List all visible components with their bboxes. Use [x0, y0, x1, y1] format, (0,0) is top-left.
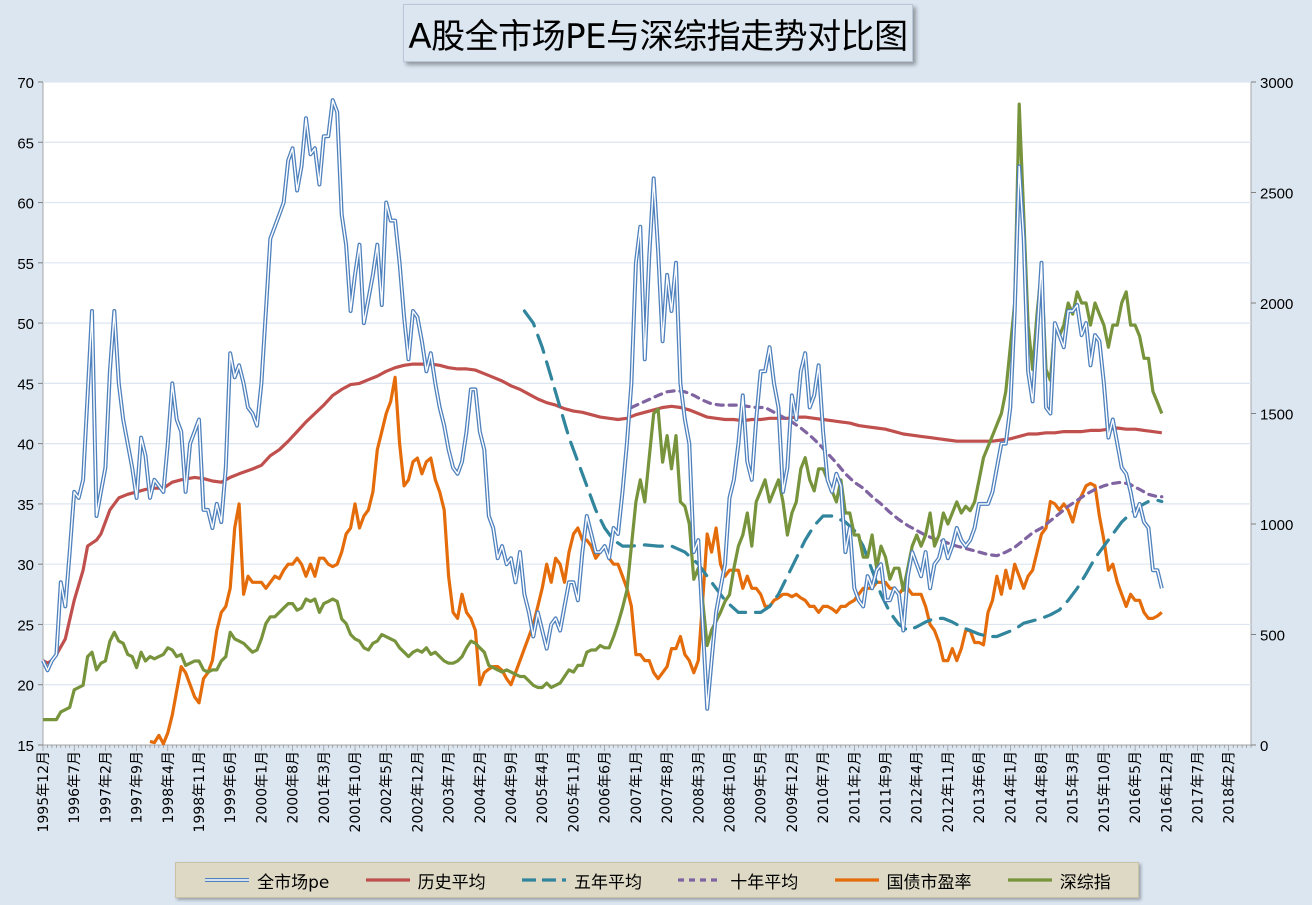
x-tick-label: 2002年12月 [410, 751, 426, 832]
legend-item-szse-composite: 深综指 [1006, 868, 1111, 893]
plot-area [42, 81, 1252, 746]
right-tick-label: 0 [1260, 738, 1268, 755]
left-tick-label: 60 [17, 196, 34, 213]
right-y-axis: 0 500 1000 1500 2000 2500 3000 [1251, 75, 1293, 755]
x-tick-label: 2015年10月 [1097, 751, 1113, 832]
x-tick-label: 2009年5月 [754, 751, 770, 824]
right-tick-label: 1000 [1260, 517, 1293, 534]
x-tick-label: 2010年7月 [816, 751, 832, 824]
x-tick-label: 2014年1月 [1003, 751, 1019, 824]
x-tick-label: 2008年10月 [722, 751, 738, 832]
legend-swatch [1007, 878, 1052, 882]
x-tick-label: 2008年3月 [691, 751, 707, 824]
legend-label: 全市场pe [257, 872, 330, 893]
market-pe-series [42, 99, 1163, 710]
x-tick-label: 2012年4月 [910, 751, 926, 824]
x-tick-label: 2000年1月 [254, 751, 270, 824]
legend-swatch [205, 878, 250, 882]
x-tick-label: 2001年3月 [317, 751, 333, 824]
right-tick-label: 2000 [1260, 296, 1293, 313]
x-tick-label: 2003年7月 [442, 751, 458, 824]
x-tick-label: 2011年9月 [878, 751, 894, 824]
legend-label: 深综指 [1059, 872, 1111, 893]
x-tick-label: 2005年4月 [535, 751, 551, 824]
x-tick-label: 2001年10月 [348, 751, 364, 832]
x-axis: 1995年12月 1996年7月 1997年2月 1997年9月 1998年4月 1998… [36, 745, 1252, 832]
right-tick-label: 3000 [1260, 75, 1293, 92]
legend-swatch [365, 878, 410, 882]
right-tick-label: 1500 [1260, 407, 1293, 424]
x-tick-label: 2007年1月 [629, 751, 645, 824]
series-group [41, 98, 1164, 746]
legend-label: 历史平均 [417, 872, 486, 893]
x-tick-label: 2004年9月 [504, 751, 520, 824]
legend-item-historical-avg: 历史平均 [364, 868, 486, 893]
x-tick-label: 2016年12月 [1159, 751, 1175, 832]
right-tick-label: 2500 [1260, 186, 1293, 203]
legend-label: 五年平均 [573, 872, 642, 893]
x-tick-label: 1997年2月 [98, 751, 114, 824]
ten-year-avg-series [629, 389, 1164, 558]
x-tick-label: 1997年9月 [130, 751, 146, 824]
left-tick-label: 55 [17, 256, 34, 273]
legend-item-ten-year-avg: 十年平均 [676, 868, 798, 893]
left-tick-label: 45 [17, 376, 34, 393]
historical-avg-series [42, 362, 1163, 665]
left-tick-label: 50 [17, 316, 34, 333]
left-tick-label: 15 [17, 738, 34, 755]
x-tick-label: 2005年11月 [566, 751, 582, 832]
left-tick-label: 40 [17, 437, 34, 454]
x-tick-label: 1995年12月 [36, 751, 52, 832]
legend-item-five-year-avg: 五年平均 [520, 868, 642, 893]
legend-label: 国债市盈率 [886, 872, 972, 893]
left-tick-label: 20 [17, 678, 34, 695]
legend-item-market-pe: 全市场pe [203, 868, 329, 893]
x-tick-label: 2011年2月 [847, 751, 863, 824]
legend: 全市场pe 历史平均 五年平均 十年平均 国债市盈率 深综指 [175, 862, 1139, 898]
x-tick-label: 2016年5月 [1128, 751, 1144, 824]
left-tick-label: 70 [17, 75, 34, 92]
x-tick-label: 2017年7月 [1191, 751, 1207, 824]
x-tick-label: 2018年2月 [1222, 751, 1238, 824]
left-tick-label: 30 [17, 557, 34, 574]
x-tick-label: 2006年6月 [598, 751, 614, 824]
legend-label: 十年平均 [730, 872, 799, 893]
legend-swatch [678, 878, 723, 882]
left-y-axis: 15 20 25 30 35 40 45 50 55 60 65 70 [17, 75, 43, 755]
x-tick-label: 1996年7月 [67, 751, 83, 824]
bond-pe-series [149, 375, 1163, 746]
x-tick-label: 1998年11月 [192, 751, 208, 832]
x-tick-label: 2000年8月 [286, 751, 302, 824]
left-tick-label: 35 [17, 497, 34, 514]
chart-title: A股全市场PE与深综指走势对比图 [403, 4, 913, 62]
left-tick-label: 65 [17, 135, 34, 152]
x-tick-label: 2009年12月 [785, 751, 801, 832]
legend-swatch [521, 878, 566, 882]
x-tick-label: 2013年6月 [972, 751, 988, 824]
right-tick-label: 500 [1260, 628, 1285, 645]
x-tick-label: 2002年5月 [379, 751, 395, 824]
left-tick-label: 25 [17, 617, 34, 634]
x-tick-label: 2007年8月 [660, 751, 676, 824]
x-tick-label: 1998年4月 [161, 751, 177, 824]
x-tick-label: 1999年6月 [223, 751, 239, 824]
szse-composite-series [43, 102, 1164, 722]
x-tick-label: 2004年2月 [473, 751, 489, 824]
five-year-avg-series [522, 309, 1164, 639]
legend-item-bond-pe: 国债市盈率 [833, 868, 972, 893]
x-tick-label: 2014年8月 [1034, 751, 1050, 824]
x-tick-label: 2012年11月 [941, 751, 957, 832]
x-tick-label: 2015年3月 [1066, 751, 1082, 824]
legend-swatch [834, 878, 879, 882]
